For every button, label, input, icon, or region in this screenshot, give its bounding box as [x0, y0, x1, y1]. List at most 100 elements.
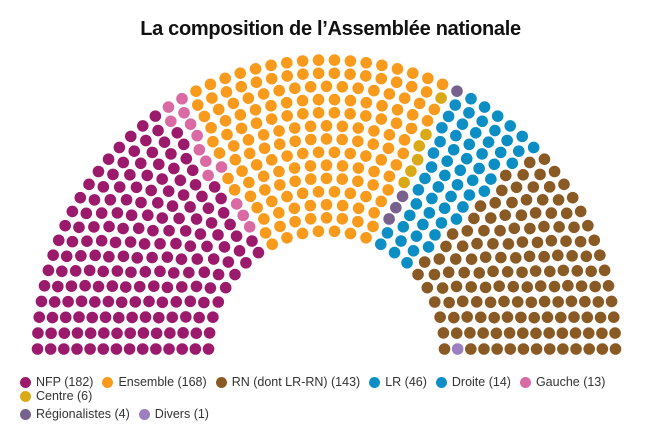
- seat-dot: [97, 181, 110, 193]
- seat-dot: [436, 78, 449, 91]
- seat-dot: [474, 311, 487, 324]
- seat-dot: [215, 192, 227, 205]
- seat-dot: [162, 185, 175, 197]
- seat-dot: [84, 327, 97, 340]
- seat-dot: [529, 207, 542, 219]
- seat-dot: [360, 56, 373, 69]
- seat-dot: [511, 296, 524, 308]
- seat-dot: [463, 106, 475, 119]
- seat-dot: [150, 327, 163, 340]
- seat-dot: [31, 343, 44, 355]
- seat-dot: [99, 311, 112, 324]
- seat-dot: [229, 268, 241, 281]
- seat-dot: [390, 117, 403, 130]
- seat-dot: [589, 280, 601, 293]
- legend-item-gauche: Gauche (13): [519, 375, 605, 389]
- seat-dot: [66, 205, 79, 218]
- seat-dot: [516, 236, 529, 248]
- seat-dot: [454, 164, 467, 177]
- seat-dot: [179, 225, 192, 237]
- seat-dot: [515, 209, 528, 222]
- legend-item-centre: Centre (6): [20, 389, 92, 403]
- seat-dot: [138, 238, 151, 250]
- seat-dot: [164, 327, 176, 339]
- seat-dot: [506, 196, 518, 209]
- seat-dot: [507, 280, 520, 293]
- seat-dot: [230, 198, 243, 210]
- seat-dot: [266, 195, 278, 208]
- seat-dot: [88, 194, 101, 206]
- seat-dot: [529, 265, 542, 277]
- seat-dot: [425, 161, 438, 173]
- seat-dot: [435, 217, 448, 229]
- seat-dot: [59, 219, 71, 232]
- seat-dot: [504, 120, 517, 132]
- seat-dot: [304, 120, 317, 133]
- seat-dot: [488, 158, 501, 171]
- seat-dot: [487, 265, 499, 278]
- seat-dot: [545, 234, 558, 247]
- seat-dot: [456, 240, 469, 252]
- seat-dot: [170, 237, 182, 250]
- seat-dot: [336, 199, 349, 212]
- seat-dot: [447, 143, 460, 156]
- seat-dot: [147, 224, 159, 237]
- seat-dot: [222, 172, 234, 185]
- seat-dot: [52, 234, 65, 247]
- seat-dot: [495, 251, 507, 264]
- seat-dot: [527, 141, 540, 154]
- seat-dot: [240, 256, 252, 269]
- seat-dot: [449, 99, 462, 111]
- seat-dot: [451, 85, 463, 97]
- seat-dot: [489, 197, 502, 209]
- seat-dot: [265, 59, 277, 72]
- seat-dot: [566, 250, 578, 262]
- seat-dot: [166, 200, 179, 212]
- seat-dot: [367, 138, 380, 150]
- seat-dot: [499, 209, 512, 222]
- seat-dot: [428, 296, 441, 308]
- seat-dot: [281, 190, 293, 203]
- seat-dot: [243, 176, 255, 189]
- seat-dot: [501, 311, 514, 323]
- seat-dot: [257, 88, 270, 100]
- seat-dot: [494, 146, 507, 159]
- seat-dot: [470, 296, 483, 308]
- seat-dot: [176, 281, 188, 293]
- seat-dot: [184, 240, 197, 252]
- seat-dot: [139, 266, 152, 278]
- seat-dot: [305, 133, 317, 146]
- seat-dot: [212, 268, 225, 281]
- seat-dot: [205, 121, 217, 134]
- seat-dot: [139, 311, 152, 323]
- seat-dot: [312, 54, 325, 66]
- seat-dot: [383, 213, 395, 225]
- seat-dot: [156, 212, 169, 224]
- seat-dot: [427, 147, 440, 159]
- legend: NFP (182) Ensemble (168) RN (dont LR-RN)…: [20, 375, 650, 427]
- seat-dot: [219, 72, 231, 85]
- seat-dot: [320, 159, 333, 172]
- seat-dot: [390, 76, 403, 89]
- seat-dot: [594, 249, 606, 261]
- seat-dot: [177, 138, 190, 151]
- seat-dot: [202, 202, 215, 215]
- seat-dot: [443, 296, 455, 309]
- seat-dot: [553, 221, 565, 233]
- seat-dot: [242, 92, 255, 104]
- seat-dot: [173, 212, 185, 225]
- seat-dot: [487, 237, 499, 250]
- seat-dot: [579, 295, 591, 308]
- seat-dot: [609, 343, 622, 355]
- seat-dot: [544, 265, 556, 278]
- seat-dot: [360, 232, 372, 244]
- seat-dot: [265, 72, 278, 85]
- seat-dot: [476, 148, 488, 160]
- seat-dot: [574, 205, 587, 218]
- seat-dot: [222, 256, 235, 268]
- seat-dot: [136, 120, 149, 132]
- seat-dot: [125, 266, 137, 279]
- seat-dot: [174, 174, 187, 187]
- seat-dot: [465, 253, 478, 265]
- seat-dot: [150, 343, 162, 355]
